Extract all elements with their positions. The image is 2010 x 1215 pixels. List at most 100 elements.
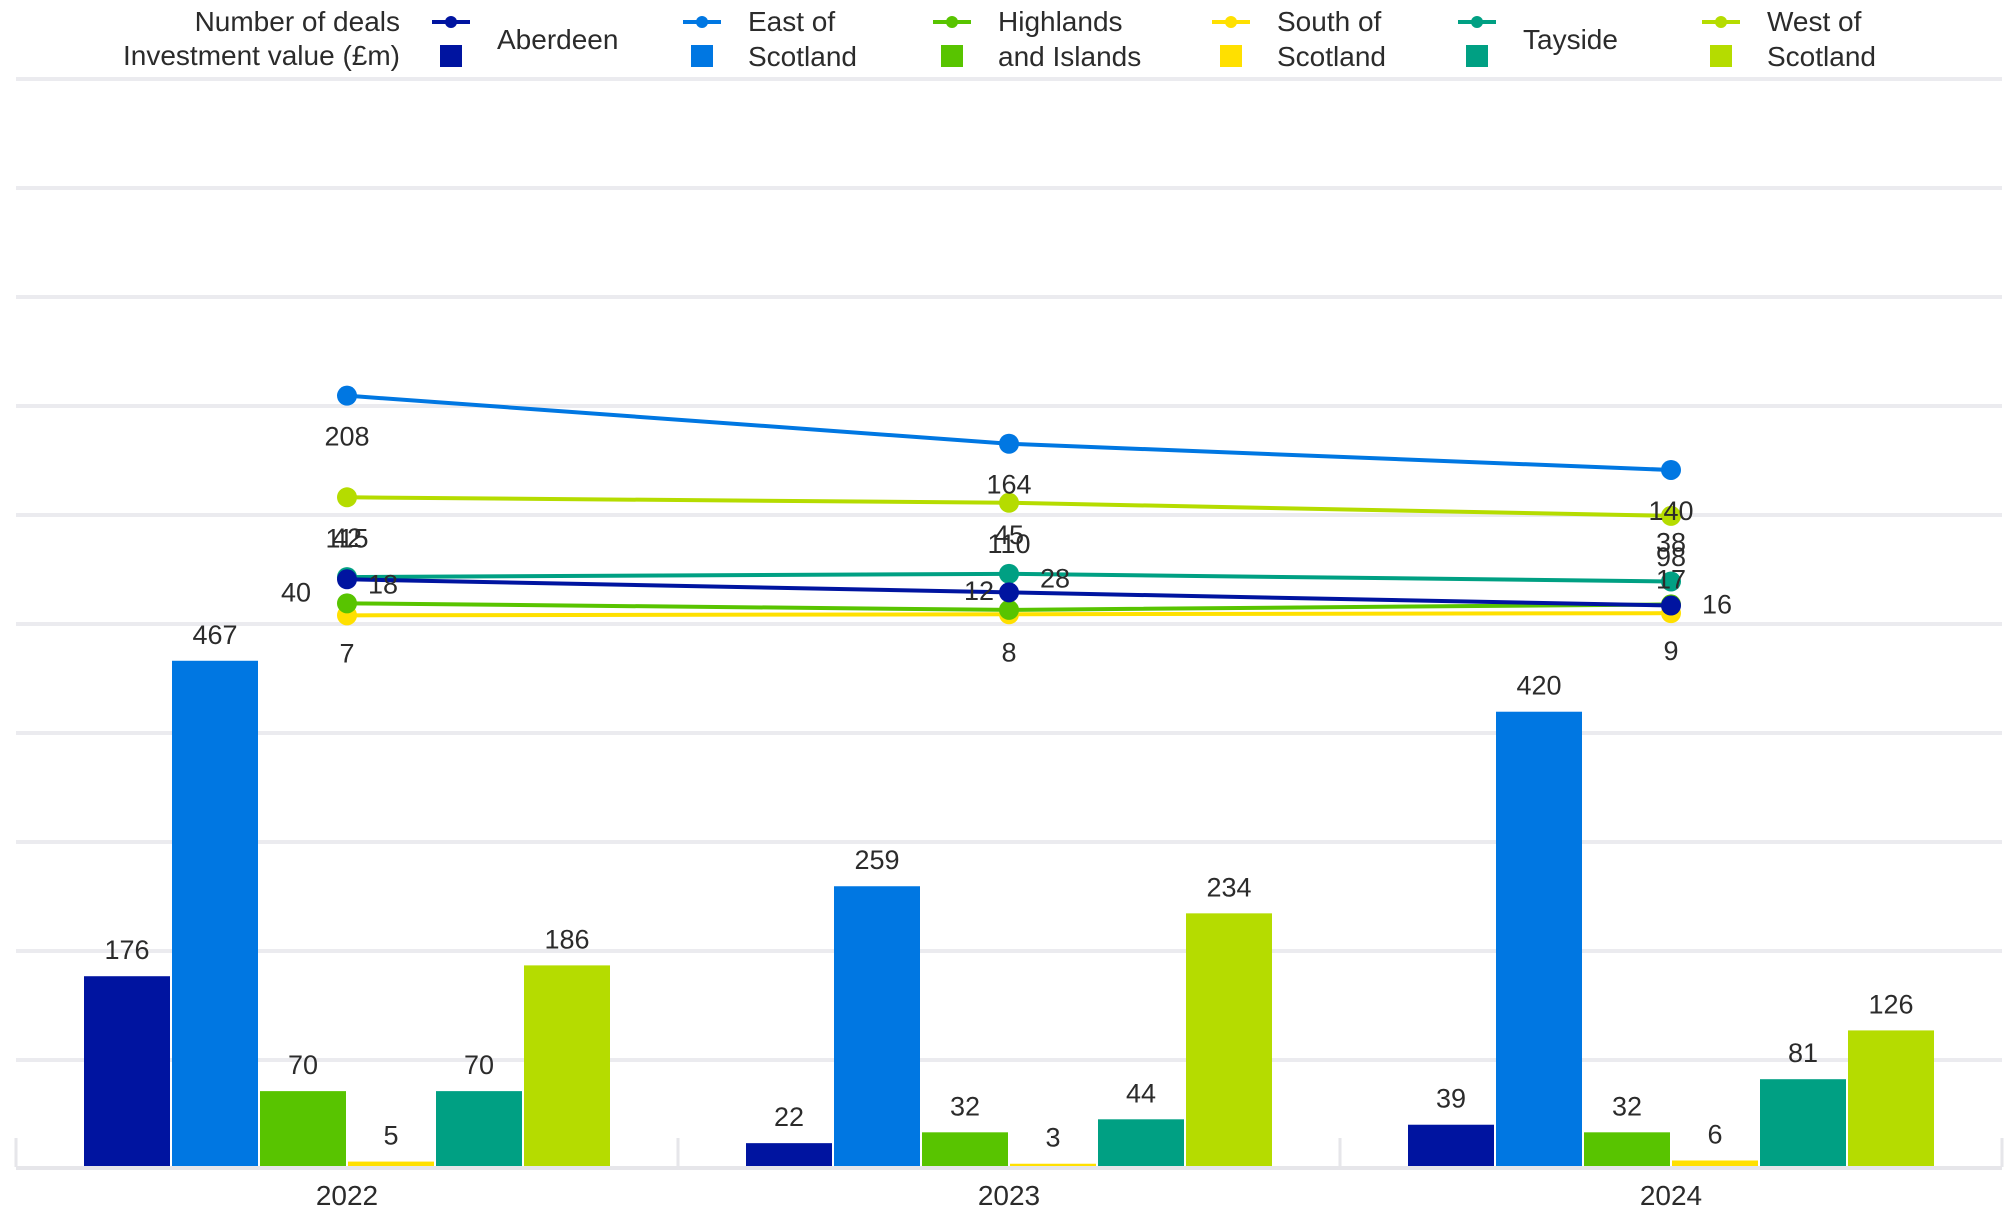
- bar-tayside-2024: [1760, 1079, 1846, 1167]
- legend-label-tayside: Tayside: [1523, 24, 1618, 55]
- point-label-west-of-scotland-2023: 110: [987, 529, 1030, 559]
- point-label-tayside-2022: 42: [332, 523, 362, 553]
- legend-marker-west-of-scotland: [1715, 16, 1727, 28]
- bar-label-aberdeen-2022: 176: [104, 935, 149, 965]
- point-highlands-and-islands-2022: [337, 593, 357, 614]
- bar-label-east-of-scotland-2022: 467: [192, 620, 237, 650]
- legend-marker-aberdeen: [445, 16, 457, 28]
- point-highlands-and-islands-2023: [999, 599, 1019, 620]
- bar-tayside-2023: [1098, 1119, 1184, 1167]
- legend-label-east-of-scotland: East of: [748, 6, 835, 37]
- point-label-aberdeen-2024: 16: [1702, 590, 1732, 620]
- point-label-aberdeen-2023: 28: [1040, 563, 1070, 593]
- bar-label-west-of-scotland-2024: 126: [1868, 989, 1913, 1019]
- bar-label-highlands-and-islands-2022: 70: [288, 1050, 318, 1080]
- legend-marker-south-of-scotland: [1225, 16, 1237, 28]
- legend-swatch-highlands-and-islands: [941, 45, 963, 67]
- bar-label-tayside-2024: 81: [1788, 1038, 1818, 1068]
- x-tick-label-2022: 2022: [316, 1180, 378, 1211]
- legend: Number of deals Investment value (£m) Ab…: [123, 6, 1876, 72]
- bar-west-of-scotland-2024: [1848, 1030, 1934, 1167]
- legend-label-east-of-scotland: Scotland: [748, 41, 857, 72]
- legend-label-highlands-and-islands: Highlands: [998, 6, 1123, 37]
- legend-swatch-south-of-scotland: [1220, 45, 1242, 67]
- bar-series: [84, 660, 1934, 1167]
- legend-label-south-of-scotland: Scotland: [1277, 41, 1386, 72]
- data-labels: 176 467 70 5 70 186 22 259 32 3 44 234 39 420 32 6 81 126…: [104, 422, 1913, 1153]
- point-label-west-of-scotland-2022: 115: [325, 523, 368, 553]
- legend-swatch-tayside: [1466, 45, 1488, 67]
- point-label-south-of-scotland-2024: 9: [1663, 636, 1678, 666]
- bar-aberdeen-2024: [1408, 1124, 1494, 1167]
- bar-aberdeen-2023: [746, 1143, 832, 1167]
- point-tayside-2024: [1661, 571, 1681, 592]
- legend-investment-label: Investment value (£m): [123, 40, 400, 71]
- bar-label-south-of-scotland-2023: 3: [1045, 1123, 1060, 1153]
- point-west-of-scotland-2022: [337, 487, 357, 508]
- bar-label-highlands-and-islands-2023: 32: [950, 1091, 980, 1121]
- bar-label-aberdeen-2024: 39: [1436, 1084, 1466, 1114]
- point-tayside-2023: [999, 563, 1019, 584]
- legend-swatch-west-of-scotland: [1710, 45, 1732, 67]
- bar-label-tayside-2022: 70: [464, 1050, 494, 1080]
- x-tick-label-2024: 2024: [1640, 1180, 1702, 1211]
- x-axis: 2022 2023 2024: [14, 1138, 2004, 1211]
- bar-label-south-of-scotland-2024: 6: [1707, 1119, 1722, 1149]
- bar-south-of-scotland-2024: [1672, 1160, 1758, 1167]
- legend-marker-east-of-scotland: [696, 16, 708, 28]
- bar-east-of-scotland-2023: [834, 886, 920, 1167]
- bar-highlands-and-islands-2022: [260, 1091, 346, 1167]
- bar-label-east-of-scotland-2023: 259: [854, 845, 899, 875]
- point-label-west-of-scotland-2024: 98: [1656, 542, 1686, 572]
- legend-swatch-east-of-scotland: [691, 45, 713, 67]
- point-east-of-scotland-2024: [1661, 459, 1681, 480]
- x-tick-label-2023: 2023: [978, 1180, 1040, 1211]
- bar-tayside-2022: [436, 1091, 522, 1167]
- point-label-aberdeen-2022: 40: [281, 577, 311, 607]
- point-aberdeen-2023: [999, 582, 1019, 603]
- bar-label-tayside-2023: 44: [1126, 1078, 1156, 1108]
- point-west-of-scotland-2024: [1661, 505, 1681, 526]
- point-label-east-of-scotland-2024: 140: [1648, 496, 1693, 526]
- point-label-east-of-scotland-2023: 164: [986, 470, 1031, 500]
- point-east-of-scotland-2023: [999, 433, 1019, 454]
- point-label-highlands-and-islands-2022: 18: [368, 569, 398, 599]
- point-aberdeen-2022: [337, 569, 357, 590]
- legend-deals-label: Number of deals: [195, 6, 400, 37]
- bar-south-of-scotland-2022: [348, 1161, 434, 1167]
- bar-east-of-scotland-2024: [1496, 711, 1582, 1167]
- point-label-tayside-2024: 38: [1656, 527, 1686, 557]
- point-label-tayside-2023: 45: [994, 520, 1024, 550]
- legend-label-highlands-and-islands: and Islands: [998, 41, 1141, 72]
- point-west-of-scotland-2023: [999, 492, 1019, 513]
- point-label-highlands-and-islands-2023: 12: [964, 576, 994, 606]
- legend-label-aberdeen: Aberdeen: [497, 24, 618, 55]
- point-label-east-of-scotland-2022: 208: [324, 422, 369, 452]
- legend-label-south-of-scotland: South of: [1277, 6, 1382, 37]
- bar-highlands-and-islands-2023: [922, 1132, 1008, 1167]
- point-label-south-of-scotland-2023: 8: [1001, 637, 1016, 667]
- bar-label-west-of-scotland-2023: 234: [1206, 872, 1251, 902]
- bar-label-south-of-scotland-2022: 5: [383, 1121, 398, 1151]
- bar-label-aberdeen-2023: 22: [774, 1102, 804, 1132]
- legend-swatch-aberdeen: [440, 45, 462, 67]
- bar-label-west-of-scotland-2022: 186: [544, 924, 589, 954]
- legend-marker-highlands-and-islands: [946, 16, 958, 28]
- point-label-highlands-and-islands-2024: 17: [1656, 564, 1686, 594]
- bar-west-of-scotland-2023: [1186, 913, 1272, 1167]
- bar-label-highlands-and-islands-2024: 32: [1612, 1091, 1642, 1121]
- legend-marker-tayside: [1471, 16, 1483, 28]
- point-label-south-of-scotland-2022: 7: [339, 638, 354, 668]
- point-east-of-scotland-2022: [337, 385, 357, 406]
- legend-label-west-of-scotland: West of: [1767, 6, 1862, 37]
- bar-south-of-scotland-2023: [1010, 1163, 1096, 1167]
- bar-east-of-scotland-2022: [172, 660, 258, 1167]
- bar-aberdeen-2022: [84, 976, 170, 1167]
- bar-highlands-and-islands-2024: [1584, 1132, 1670, 1167]
- point-aberdeen-2024: [1661, 595, 1681, 616]
- legend-label-west-of-scotland: Scotland: [1767, 41, 1876, 72]
- bar-west-of-scotland-2022: [524, 965, 610, 1167]
- bar-label-east-of-scotland-2024: 420: [1516, 671, 1561, 701]
- line-series: [337, 385, 1681, 626]
